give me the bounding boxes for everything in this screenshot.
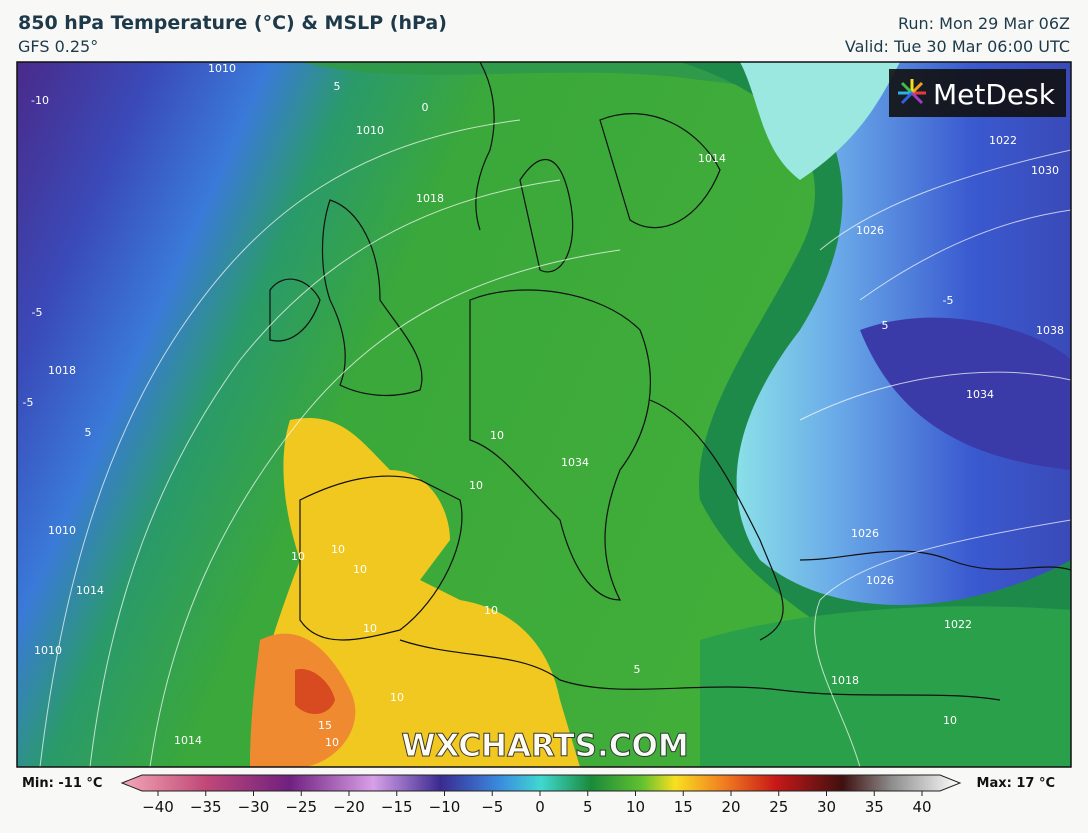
contour-label: 10 bbox=[943, 714, 957, 727]
contour-label: 1026 bbox=[856, 224, 884, 237]
contour-label: 1022 bbox=[989, 134, 1017, 147]
contour-label: 10 bbox=[331, 543, 345, 556]
contour-label: 1034 bbox=[966, 388, 994, 401]
logo-icon bbox=[898, 79, 926, 105]
logo-text: MetDesk bbox=[933, 78, 1056, 111]
tick-label: −10 bbox=[429, 798, 461, 816]
tick-label: −5 bbox=[481, 798, 503, 816]
contour-label: 1022 bbox=[944, 618, 972, 631]
contour-label: 10 bbox=[490, 429, 504, 442]
valid-time: Valid: Tue 30 Mar 06:00 UTC bbox=[844, 37, 1070, 56]
contour-label: 5 bbox=[634, 663, 641, 676]
map-frame bbox=[16, 61, 1072, 768]
contour-label: 1026 bbox=[851, 527, 879, 540]
tick-label: −15 bbox=[381, 798, 413, 816]
contour-label: 10 bbox=[325, 736, 339, 749]
contour-label: 5 bbox=[882, 319, 889, 332]
contour-label: 1014 bbox=[76, 584, 104, 597]
contour-label: 1018 bbox=[416, 192, 444, 205]
contour-label: -5 bbox=[32, 306, 43, 319]
contour-label: 10 bbox=[390, 691, 404, 704]
tick-label: 20 bbox=[721, 798, 740, 816]
color-bar bbox=[120, 774, 962, 792]
contour-label: 1018 bbox=[48, 364, 76, 377]
run-time: Run: Mon 29 Mar 06Z bbox=[897, 14, 1070, 33]
contour-label: 5 bbox=[334, 80, 341, 93]
contour-label: -5 bbox=[943, 294, 954, 307]
contour-label: 10 bbox=[291, 550, 305, 563]
contour-label: 1014 bbox=[174, 734, 202, 747]
contour-label: 1038 bbox=[1036, 324, 1064, 337]
legend-max: Max: 17 °C bbox=[977, 776, 1055, 791]
contour-label: -5 bbox=[23, 396, 34, 409]
contour-label: 10 bbox=[484, 604, 498, 617]
tick-label: 10 bbox=[626, 798, 645, 816]
contour-label: 10 bbox=[363, 622, 377, 635]
tick-label: 5 bbox=[583, 798, 593, 816]
color-bar-ticks: −40 −35 −30 −25 −20 −15 −10 −5 0 5 10 15 20 25 30 35 40 bbox=[142, 791, 932, 816]
contour-label: 1018 bbox=[831, 674, 859, 687]
tick-label: 15 bbox=[674, 798, 693, 816]
contour-label: 5 bbox=[85, 426, 92, 439]
tick-label: −40 bbox=[142, 798, 174, 816]
tick-label: −20 bbox=[333, 798, 365, 816]
watermark: WXCHARTS.COM bbox=[401, 728, 688, 764]
legend-min: Min: -11 °C bbox=[22, 776, 102, 791]
contour-label: 1010 bbox=[34, 644, 62, 657]
contour-label: 10 bbox=[469, 479, 483, 492]
tick-label: 0 bbox=[535, 798, 545, 816]
contour-label: 1030 bbox=[1031, 164, 1059, 177]
contour-label: 1010 bbox=[356, 124, 384, 137]
contour-label: 1026 bbox=[866, 574, 894, 587]
map-field: WXCHARTS.COM MetDesk 1010-10101005101810… bbox=[17, 62, 1071, 767]
title: 850 hPa Temperature (°C) & MSLP (hPa) bbox=[18, 12, 447, 34]
tick-label: 35 bbox=[865, 798, 884, 816]
contour-label: -10 bbox=[31, 94, 49, 107]
tick-label: −35 bbox=[190, 798, 222, 816]
contour-label: 1034 bbox=[561, 456, 589, 469]
tick-label: −25 bbox=[285, 798, 317, 816]
contour-label: 1010 bbox=[208, 62, 236, 75]
tick-label: 25 bbox=[769, 798, 788, 816]
contour-label: 0 bbox=[422, 101, 429, 114]
tick-label: −30 bbox=[238, 798, 270, 816]
model-name: GFS 0.25° bbox=[18, 37, 99, 56]
contour-label: 1014 bbox=[698, 152, 726, 165]
contour-label: 10 bbox=[353, 563, 367, 576]
tick-label: 30 bbox=[817, 798, 836, 816]
contour-label: 15 bbox=[318, 719, 332, 732]
contour-label: 1010 bbox=[48, 524, 76, 537]
tick-label: 40 bbox=[912, 798, 931, 816]
